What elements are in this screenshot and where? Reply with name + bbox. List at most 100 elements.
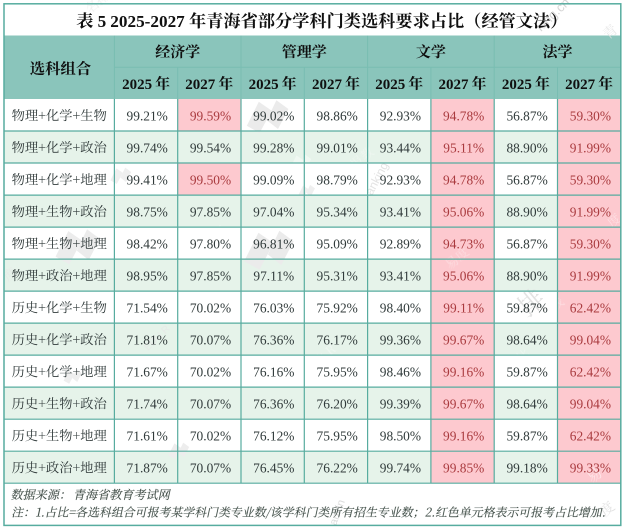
svg-text:88.90%: 88.90% <box>506 269 547 284</box>
svg-text:59.30%: 59.30% <box>570 109 611 124</box>
svg-text:99.28%: 99.28% <box>253 141 294 156</box>
svg-text:97.80%: 97.80% <box>190 237 231 252</box>
svg-text:76.22%: 76.22% <box>317 461 358 476</box>
svg-text:98.64%: 98.64% <box>506 397 547 412</box>
svg-text:2027: 2027 <box>439 77 470 93</box>
svg-text:59.87%: 59.87% <box>506 365 547 380</box>
svg-text:70.07%: 70.07% <box>190 461 231 476</box>
svg-text:95.11%: 95.11% <box>443 141 484 156</box>
svg-text:99.18%: 99.18% <box>506 461 547 476</box>
svg-text:98.50%: 98.50% <box>380 429 421 444</box>
svg-text:2025: 2025 <box>375 77 405 93</box>
svg-text:62.42%: 62.42% <box>570 365 611 380</box>
svg-text:62.42%: 62.42% <box>570 301 611 316</box>
svg-text:94.78%: 94.78% <box>443 109 484 124</box>
svg-text:76.36%: 76.36% <box>253 397 294 412</box>
svg-text:71.74%: 71.74% <box>127 397 168 412</box>
svg-text:98.79%: 98.79% <box>317 173 358 188</box>
svg-text:71.67%: 71.67% <box>127 365 168 380</box>
svg-text:99.67%: 99.67% <box>443 333 484 348</box>
svg-text:99.02%: 99.02% <box>253 109 294 124</box>
svg-text:95.06%: 95.06% <box>443 205 484 220</box>
svg-text:71.87%: 71.87% <box>127 461 168 476</box>
svg-text:71.61%: 71.61% <box>127 429 168 444</box>
svg-text:98.40%: 98.40% <box>380 301 421 316</box>
svg-text:99.09%: 99.09% <box>253 173 294 188</box>
svg-text:70.07%: 70.07% <box>190 397 231 412</box>
svg-text:98.46%: 98.46% <box>380 365 421 380</box>
svg-text:94.78%: 94.78% <box>443 173 484 188</box>
svg-text:76.12%: 76.12% <box>253 429 294 444</box>
svg-text:70.02%: 70.02% <box>190 429 231 444</box>
svg-text:59.30%: 59.30% <box>570 237 611 252</box>
svg-text:99.67%: 99.67% <box>443 397 484 412</box>
svg-text:70.02%: 70.02% <box>190 301 231 316</box>
svg-text:99.50%: 99.50% <box>190 173 231 188</box>
svg-text:99.54%: 99.54% <box>190 141 231 156</box>
svg-text:97.85%: 97.85% <box>190 269 231 284</box>
svg-text:76.16%: 76.16% <box>253 365 294 380</box>
svg-text:56.87%: 56.87% <box>506 237 547 252</box>
svg-text:97.85%: 97.85% <box>190 205 231 220</box>
svg-text:71.54%: 71.54% <box>127 301 168 316</box>
svg-text:98.64%: 98.64% <box>506 333 547 348</box>
svg-text:99.85%: 99.85% <box>443 461 484 476</box>
svg-text:75.95%: 75.95% <box>317 429 358 444</box>
svg-text:94.73%: 94.73% <box>443 237 484 252</box>
svg-text:99.16%: 99.16% <box>443 365 484 380</box>
svg-text:95.09%: 95.09% <box>317 237 358 252</box>
svg-text:59.30%: 59.30% <box>570 173 611 188</box>
svg-text:93.44%: 93.44% <box>380 141 421 156</box>
svg-text:88.90%: 88.90% <box>506 205 547 220</box>
svg-text:91.99%: 91.99% <box>570 205 611 220</box>
svg-text:2025: 2025 <box>122 77 152 93</box>
svg-text:99.04%: 99.04% <box>570 333 611 348</box>
svg-text:56.87%: 56.87% <box>506 173 547 188</box>
svg-text:96.81%: 96.81% <box>253 237 294 252</box>
svg-text:75.95%: 75.95% <box>317 365 358 380</box>
svg-text:99.39%: 99.39% <box>380 397 421 412</box>
svg-text:2027: 2027 <box>565 77 596 93</box>
svg-text:92.93%: 92.93% <box>380 109 421 124</box>
svg-text:70.02%: 70.02% <box>190 365 231 380</box>
svg-text:2025-2027: 2025-2027 <box>110 12 185 31</box>
svg-text:99.21%: 99.21% <box>127 109 168 124</box>
svg-text:98.42%: 98.42% <box>127 237 168 252</box>
svg-text:98.75%: 98.75% <box>127 205 168 220</box>
svg-text:2025: 2025 <box>502 77 532 93</box>
svg-text:59.87%: 59.87% <box>506 301 547 316</box>
svg-text:93.41%: 93.41% <box>380 205 421 220</box>
svg-text:92.89%: 92.89% <box>380 237 421 252</box>
svg-text:99.04%: 99.04% <box>570 397 611 412</box>
svg-text:99.01%: 99.01% <box>317 141 358 156</box>
svg-text:97.11%: 97.11% <box>253 269 294 284</box>
svg-text:95.31%: 95.31% <box>317 269 358 284</box>
svg-text:92.93%: 92.93% <box>380 173 421 188</box>
svg-text:98.86%: 98.86% <box>317 109 358 124</box>
svg-text:98.95%: 98.95% <box>127 269 168 284</box>
svg-text:99.41%: 99.41% <box>127 173 168 188</box>
svg-text:97.04%: 97.04% <box>253 205 294 220</box>
svg-text:99.36%: 99.36% <box>380 333 421 348</box>
svg-text:91.99%: 91.99% <box>570 141 611 156</box>
svg-text:99.74%: 99.74% <box>127 141 168 156</box>
svg-text:71.81%: 71.81% <box>127 333 168 348</box>
svg-text:88.90%: 88.90% <box>506 141 547 156</box>
svg-text:99.74%: 99.74% <box>380 461 421 476</box>
svg-text:93.41%: 93.41% <box>380 269 421 284</box>
svg-text:99.33%: 99.33% <box>570 461 611 476</box>
svg-text:76.45%: 76.45% <box>253 461 294 476</box>
svg-text:99.16%: 99.16% <box>443 429 484 444</box>
svg-text:99.11%: 99.11% <box>443 301 484 316</box>
svg-text:76.03%: 76.03% <box>253 301 294 316</box>
svg-text:2025: 2025 <box>249 77 279 93</box>
svg-text:56.87%: 56.87% <box>506 109 547 124</box>
svg-text:91.99%: 91.99% <box>570 269 611 284</box>
svg-text:75.92%: 75.92% <box>317 301 358 316</box>
svg-text:95.34%: 95.34% <box>317 205 358 220</box>
svg-text:95.06%: 95.06% <box>443 269 484 284</box>
svg-text:2027: 2027 <box>185 77 216 93</box>
svg-text:99.59%: 99.59% <box>190 109 231 124</box>
svg-text:76.17%: 76.17% <box>317 333 358 348</box>
svg-text:59.87%: 59.87% <box>506 429 547 444</box>
